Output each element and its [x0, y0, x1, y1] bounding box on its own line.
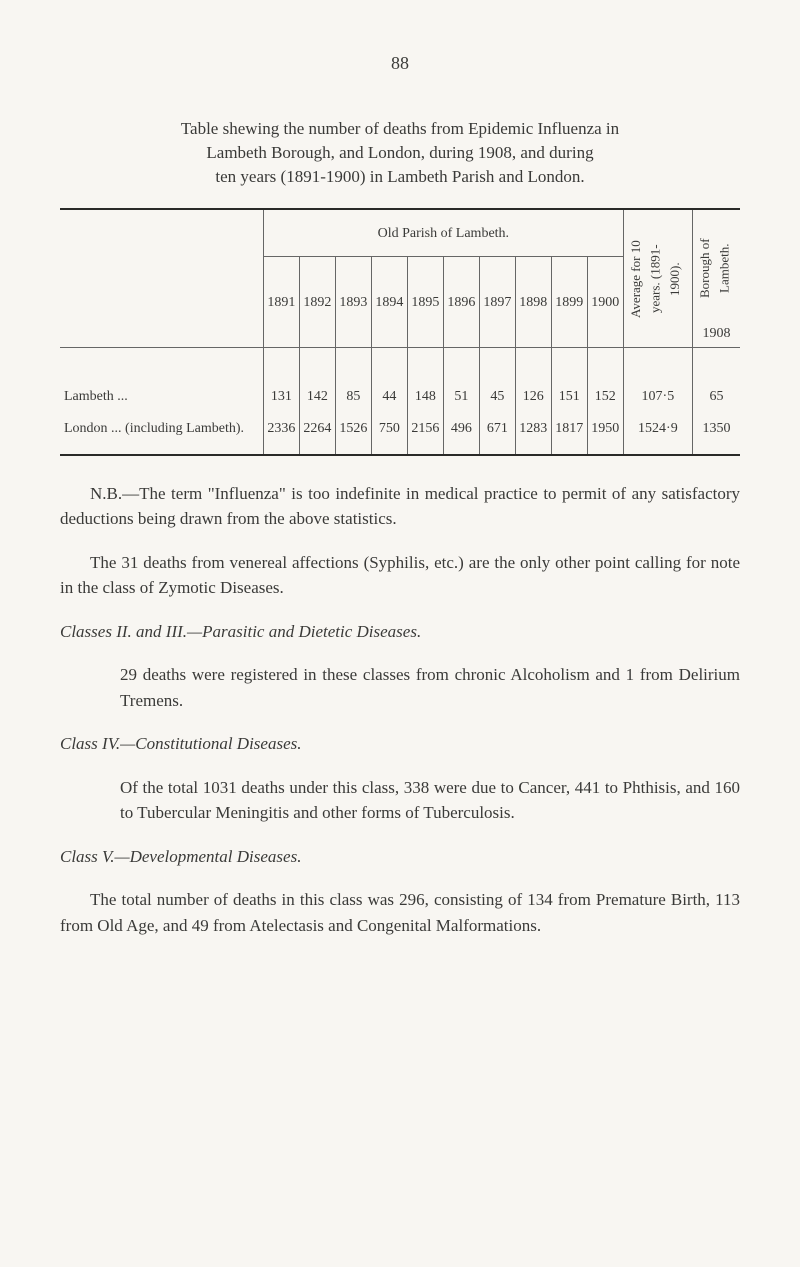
data-cell: 152 [587, 383, 623, 410]
avg-cell: 107·5 [623, 383, 692, 410]
table-row: London ... (including Lambeth). 2336 226… [60, 410, 740, 455]
data-cell: 2156 [407, 410, 443, 455]
blank-header [60, 209, 263, 348]
classes-2-3-heading: Classes II. and III.—Parasitic and Diete… [60, 619, 740, 645]
data-cell: 151 [551, 383, 587, 410]
year-cell: 1891 [263, 257, 299, 348]
data-cell: 131 [263, 383, 299, 410]
class-5-heading: Class V.—Developmental Diseases. [60, 844, 740, 870]
title-line-1: Table shewing the number of deaths from … [181, 119, 619, 138]
table-row: Lambeth ... 131 142 85 44 148 51 45 126 … [60, 383, 740, 410]
borough-header-text: Borough of Lambeth. [695, 213, 734, 323]
spacer [60, 348, 263, 383]
borough-cell: 65 [693, 383, 740, 410]
influenza-table: Old Parish of Lambeth. Average for 10 ye… [60, 208, 740, 456]
nb-paragraph: N.B.—The term "Influenza" is too indefin… [60, 481, 740, 532]
data-cell: 44 [371, 383, 407, 410]
data-cell: 45 [479, 383, 515, 410]
year-cell: 1899 [551, 257, 587, 348]
class-4-heading: Class IV.—Constitutional Diseases. [60, 731, 740, 757]
row-label: London ... (including Lambeth). [60, 410, 263, 455]
venereal-paragraph: The 31 deaths from venereal affections (… [60, 550, 740, 601]
data-cell: 85 [335, 383, 371, 410]
data-cell: 126 [515, 383, 551, 410]
borough-year: 1908 [703, 326, 731, 341]
page-number: 88 [60, 50, 740, 77]
data-cell: 142 [299, 383, 335, 410]
alcoholism-paragraph: 29 deaths were registered in these class… [60, 662, 740, 713]
year-cell: 1892 [299, 257, 335, 348]
avg-cell: 1524·9 [623, 410, 692, 455]
year-cell: 1893 [335, 257, 371, 348]
data-cell: 496 [443, 410, 479, 455]
table-title: Table shewing the number of deaths from … [60, 117, 740, 188]
data-cell: 1817 [551, 410, 587, 455]
data-cell: 2264 [299, 410, 335, 455]
data-cell: 2336 [263, 410, 299, 455]
year-cell: 1895 [407, 257, 443, 348]
year-cell: 1897 [479, 257, 515, 348]
borough-cell: 1350 [693, 410, 740, 455]
data-cell: 1283 [515, 410, 551, 455]
year-cell: 1894 [371, 257, 407, 348]
data-cell: 51 [443, 383, 479, 410]
data-cell: 148 [407, 383, 443, 410]
title-line-2: Lambeth Borough, and London, during 1908… [206, 143, 593, 162]
data-cell: 1950 [587, 410, 623, 455]
parish-header: Old Parish of Lambeth. [263, 209, 623, 256]
borough-header: Borough of Lambeth. 1908 [693, 209, 740, 348]
avg-header: Average for 10 years. (1891-1900). [623, 209, 692, 348]
title-line-3: ten years (1891-1900) in Lambeth Parish … [215, 167, 584, 186]
year-cell: 1896 [443, 257, 479, 348]
year-cell: 1898 [515, 257, 551, 348]
data-cell: 671 [479, 410, 515, 455]
developmental-paragraph: The total number of deaths in this class… [60, 887, 740, 938]
year-cell: 1900 [587, 257, 623, 348]
row-label: Lambeth ... [60, 383, 263, 410]
data-cell: 750 [371, 410, 407, 455]
constitutional-paragraph: Of the total 1031 deaths under this clas… [60, 775, 740, 826]
data-cell: 1526 [335, 410, 371, 455]
avg-header-text: Average for 10 years. (1891-1900). [626, 224, 685, 334]
